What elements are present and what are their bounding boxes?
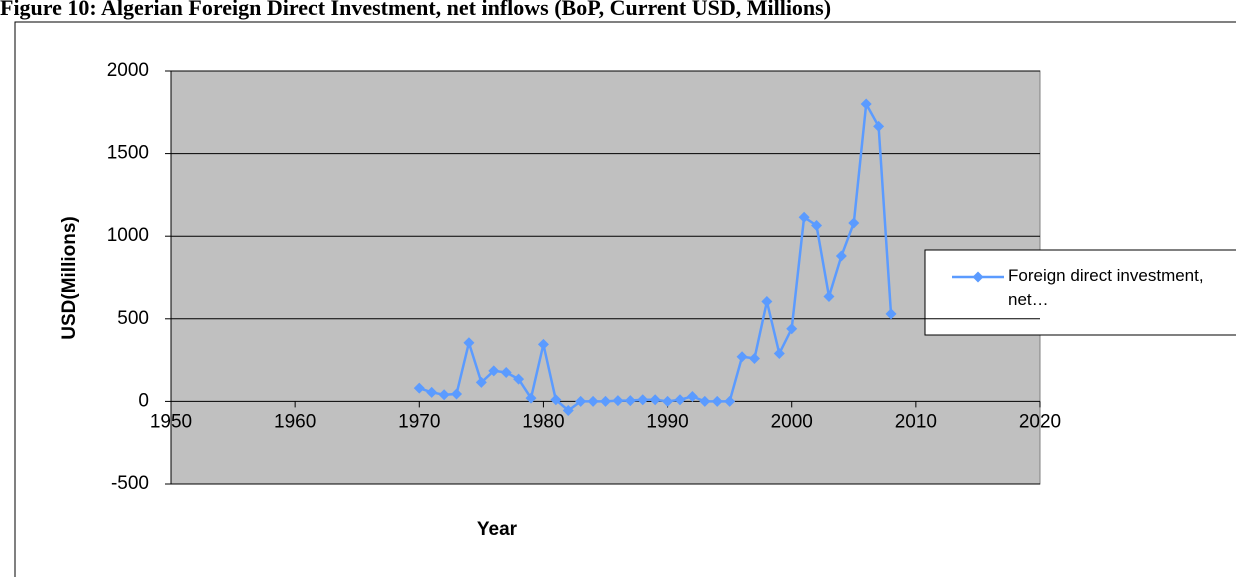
data-point bbox=[686, 390, 698, 402]
chart-title: Figure 10: Algerian Foreign Direct Inves… bbox=[0, 0, 831, 20]
data-point bbox=[413, 382, 425, 394]
y-tick-label: 1500 bbox=[107, 143, 149, 164]
plot-area bbox=[170, 70, 1041, 485]
data-point bbox=[860, 98, 872, 110]
x-axis-label: Year bbox=[477, 519, 518, 540]
y-tick-label: 1000 bbox=[107, 225, 149, 246]
data-point bbox=[885, 308, 897, 320]
data-point bbox=[674, 394, 686, 406]
data-point bbox=[662, 395, 674, 407]
data-point bbox=[835, 250, 847, 262]
x-tick-label: 2000 bbox=[771, 411, 813, 432]
x-tick-label: 1990 bbox=[646, 411, 688, 432]
legend-marker bbox=[972, 271, 984, 283]
data-point bbox=[761, 295, 773, 307]
data-point bbox=[811, 219, 823, 231]
data-point bbox=[537, 338, 549, 350]
x-tick-label: 1980 bbox=[522, 411, 564, 432]
data-point bbox=[500, 366, 512, 378]
data-point bbox=[562, 404, 574, 416]
data-point bbox=[550, 394, 562, 406]
data-point bbox=[475, 376, 487, 388]
x-tick-label: 1960 bbox=[274, 411, 316, 432]
x-tick-label: 1970 bbox=[398, 411, 440, 432]
data-point bbox=[711, 395, 723, 407]
data-point bbox=[637, 394, 649, 406]
data-point bbox=[873, 120, 885, 132]
data-point bbox=[798, 211, 810, 223]
data-point bbox=[748, 352, 760, 364]
x-tick-label: 2020 bbox=[1019, 411, 1061, 432]
x-tick-label: 1950 bbox=[150, 411, 192, 432]
data-point bbox=[786, 323, 798, 335]
data-point bbox=[649, 394, 661, 406]
data-point bbox=[823, 290, 835, 302]
data-point bbox=[451, 388, 463, 400]
data-point bbox=[773, 347, 785, 359]
data-point bbox=[463, 337, 475, 349]
data-point bbox=[488, 365, 500, 377]
data-point bbox=[848, 217, 860, 229]
legend-label: Foreign direct investment, net… bbox=[1008, 266, 1204, 309]
data-point bbox=[525, 392, 537, 404]
data-point bbox=[699, 395, 711, 407]
y-tick-label: -500 bbox=[111, 473, 149, 494]
data-point bbox=[612, 395, 624, 407]
legend bbox=[924, 249, 1236, 336]
data-point bbox=[724, 395, 736, 407]
data-point bbox=[438, 389, 450, 401]
data-point bbox=[587, 395, 599, 407]
y-tick-label: 500 bbox=[117, 308, 149, 329]
data-point bbox=[426, 386, 438, 398]
y-axis-label: USD(Millions) bbox=[59, 216, 80, 340]
data-point bbox=[513, 373, 525, 385]
data-point bbox=[600, 395, 611, 407]
data-point bbox=[624, 395, 636, 407]
x-tick-label: 2010 bbox=[895, 411, 937, 432]
data-point bbox=[736, 351, 748, 363]
y-tick-label: 2000 bbox=[107, 60, 149, 81]
data-point bbox=[575, 395, 587, 407]
y-tick-label: 0 bbox=[138, 390, 149, 411]
